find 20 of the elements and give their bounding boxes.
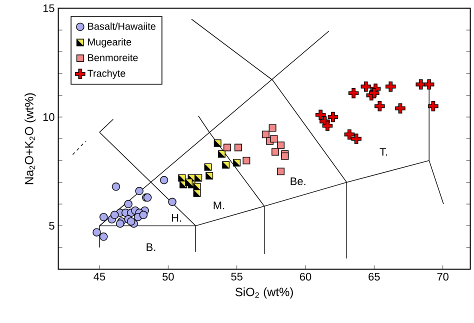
y-axis-title: Na$_{2}$O+K$_{2}$O (wt%): [24, 93, 36, 184]
legend-label: Mugearite: [88, 38, 132, 48]
x-tick-label: 45: [94, 272, 106, 280]
x-tick-label: 60: [300, 272, 312, 281]
x-tick-label: 55: [231, 272, 242, 280]
annotation: M.: [214, 202, 224, 210]
legend-label: Benmoreite: [88, 54, 138, 62]
y-tick-label: 15: [43, 4, 54, 12]
x-tick-label: 65: [368, 272, 380, 281]
y-tick-label: 10: [43, 113, 54, 121]
annotation: T.: [380, 148, 388, 156]
x-tick-label: 70: [437, 272, 448, 281]
x-tick-label: 50: [162, 272, 174, 281]
annotation: Be.: [290, 178, 306, 186]
legend-label: Basalt/Hawaiite: [88, 22, 156, 30]
y-tick-label: 5: [49, 222, 54, 230]
annotation: H.: [172, 214, 182, 222]
x-axis-title: SiO$_{2}$ (wt%): [235, 287, 293, 299]
annotation: B.: [146, 243, 156, 251]
legend-label: Trachyte: [88, 70, 126, 79]
